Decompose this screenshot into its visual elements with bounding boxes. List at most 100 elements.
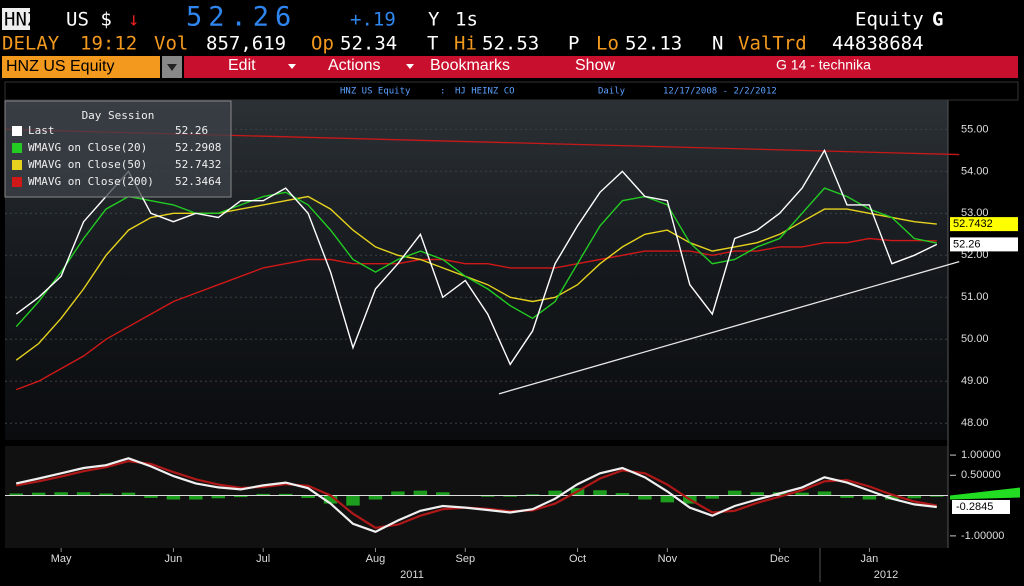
histogram-bar (9, 493, 23, 496)
x-group-label: 2012 (874, 569, 898, 581)
legend-swatch (12, 177, 22, 187)
oscillator-panel (5, 446, 948, 548)
valtrd: 44838684 (832, 33, 924, 55)
x-tick-label: Oct (569, 553, 586, 565)
change: +.19 (350, 9, 396, 31)
y-tick-label: -1.00000 (961, 530, 1004, 542)
histogram-bar (323, 495, 338, 504)
histogram-bar (480, 495, 495, 497)
last-price: 52.26 (186, 2, 297, 33)
ticker: HNZ (4, 9, 38, 31)
histogram-bar (121, 492, 136, 496)
y-tick-label: 53.00 (961, 207, 989, 219)
histogram-bar (840, 495, 854, 498)
interval: 1s (455, 9, 478, 31)
price-tag-label: 52.26 (953, 238, 981, 250)
histogram-bar (795, 492, 809, 496)
y-tick-label: 52.00 (961, 249, 989, 261)
histogram-bar (234, 495, 248, 498)
hi-label: Hi (454, 33, 477, 55)
market: Equity (855, 9, 924, 31)
down-arrow: ↓ (128, 9, 139, 31)
y-tick-label: 0.50000 (961, 469, 1001, 481)
info-company: HJ HEINZ CO (455, 87, 515, 97)
legend-label: WMAVG on Close(50) (28, 158, 147, 171)
security[interactable]: HNZ US Equity (6, 58, 114, 75)
y-tick-label: 48.00 (961, 417, 989, 429)
y-tick-label: 54.00 (961, 165, 989, 177)
menu-edit[interactable]: Edit (228, 57, 256, 74)
histogram-bar (525, 494, 540, 496)
histogram-bar (99, 493, 113, 496)
trendline (498, 260, 960, 395)
histogram-bar (660, 495, 675, 503)
series-line (15, 187, 937, 328)
series-line (15, 237, 937, 391)
x-group-label: 2011 (400, 569, 424, 581)
histogram-bar (144, 495, 158, 498)
histogram-bar (638, 495, 652, 500)
x-tick-label: Nov (658, 553, 678, 565)
legend-swatch (12, 126, 22, 136)
histogram-bar (727, 490, 742, 496)
zero-marker (950, 487, 1020, 500)
histogram-bar (750, 492, 764, 496)
histogram-bar (548, 490, 562, 496)
high: 52.53 (482, 33, 539, 55)
series-line (15, 195, 937, 361)
series-line (15, 148, 938, 366)
x-tick-label: Dec (770, 553, 790, 565)
histogram-bar (907, 495, 922, 499)
time: 19:12 (80, 33, 137, 55)
legend-label: WMAVG on Close(20) (28, 141, 147, 154)
histogram-bar (817, 491, 832, 496)
current-tag-label: -0.2845 (956, 501, 993, 513)
y-tick-label: 50.00 (961, 333, 989, 345)
y-label: Y (428, 9, 440, 31)
price-tag-label: 52.7432 (953, 218, 993, 230)
legend-value: 52.2908 (175, 141, 221, 154)
y-tick-label: 51.00 (961, 291, 989, 303)
histogram-bar (301, 495, 315, 498)
menu-bookmarks[interactable]: Bookmarks (430, 57, 510, 74)
info-range: 12/17/2008 - 2/2/2012 (663, 87, 777, 97)
legend-value: 52.26 (175, 124, 208, 137)
histogram-bar (593, 490, 607, 496)
legend-value: 52.7432 (175, 158, 221, 171)
legend-value: 52.3464 (175, 175, 222, 188)
histogram-bar (705, 495, 719, 499)
histogram-bar (76, 492, 91, 496)
info-security: HNZ US Equity (340, 87, 411, 97)
series-line (15, 457, 937, 533)
security-box[interactable] (2, 56, 160, 78)
dropdown-arrow (167, 64, 177, 71)
histogram-bar (189, 495, 203, 500)
histogram-bar (436, 492, 450, 496)
legend-swatch (12, 160, 22, 170)
menu-arrow (288, 64, 296, 69)
legend-label: Last (28, 124, 55, 137)
price-tag (950, 217, 1018, 232)
delay-label: DELAY (2, 33, 60, 55)
y-tick-label: 1.00000 (961, 449, 1001, 461)
histogram-bar (862, 495, 877, 500)
histogram-bar (31, 492, 46, 496)
info-separator: : (440, 87, 445, 97)
menu-arrow (406, 64, 414, 69)
legend-title: Day Session (82, 109, 155, 122)
legend-label: WMAVG on Close(200) (28, 175, 154, 188)
x-tick-label: May (51, 553, 72, 565)
menu-show[interactable]: Show (575, 57, 615, 74)
menu-bar (184, 56, 1018, 78)
menu-actions[interactable]: Actions (328, 57, 380, 74)
t-label: T (427, 33, 438, 55)
histogram-bar (615, 493, 630, 496)
histogram-bar (211, 495, 226, 499)
histogram-bar (278, 493, 293, 496)
x-tick-label: Jul (256, 553, 270, 565)
x-tick-label: Aug (366, 553, 386, 565)
histogram-bar (368, 495, 383, 500)
p-label: P (568, 33, 579, 55)
open: 52.34 (340, 33, 397, 55)
